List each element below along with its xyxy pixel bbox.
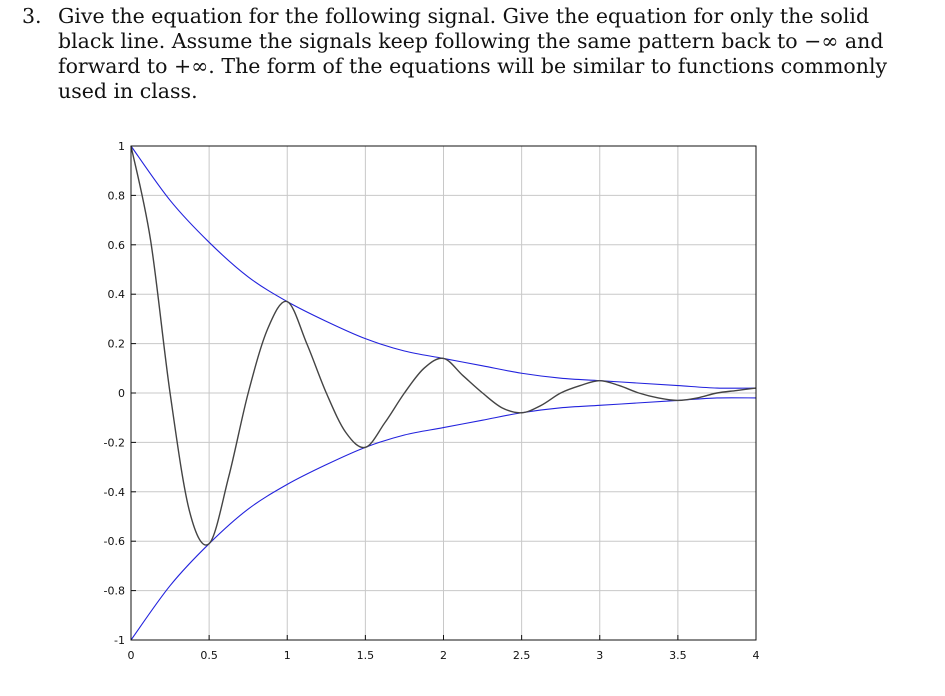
problem-statement: 3. Give the equation for the following s… — [22, 4, 922, 104]
grid — [130, 145, 757, 641]
problem-text: Give the equation for the following sign… — [58, 4, 888, 103]
y-tick-label: -0.8 — [104, 585, 125, 598]
x-tick-label: 1.5 — [357, 649, 375, 662]
x-tick-label: 2 — [440, 649, 447, 662]
damped-signal-curve — [130, 145, 757, 546]
x-tick-label: 0 — [128, 649, 135, 662]
y-tick-label: 1 — [118, 140, 125, 153]
y-tick-label: 0.4 — [108, 288, 126, 301]
x-tick-label: 0.5 — [200, 649, 218, 662]
y-tick-label: -1 — [114, 634, 125, 647]
y-tick-label: -0.6 — [104, 535, 125, 548]
y-tick-label: -0.4 — [104, 486, 125, 499]
y-tick-label: 0.2 — [108, 338, 126, 351]
y-tick-label: 0.6 — [108, 239, 126, 252]
x-tick-label: 1 — [284, 649, 291, 662]
x-tick-label: 3.5 — [669, 649, 687, 662]
y-tick-label: -0.2 — [104, 436, 125, 449]
x-tick-label: 4 — [753, 649, 760, 662]
axis-ticks: 0 0.5 1 1.5 2 2.5 3 3.5 4 -1 -0.8 -0.6 -0.4 -0.2 0 0.2 0… — [104, 140, 760, 662]
y-tick-label: 0.8 — [108, 189, 126, 202]
lower-envelope-curve — [130, 397, 757, 641]
problem-number: 3. — [22, 4, 42, 28]
x-tick-label: 3 — [596, 649, 603, 662]
plot-curves — [130, 145, 757, 641]
y-tick-label: 0 — [118, 387, 125, 400]
x-tick-label: 2.5 — [513, 649, 531, 662]
